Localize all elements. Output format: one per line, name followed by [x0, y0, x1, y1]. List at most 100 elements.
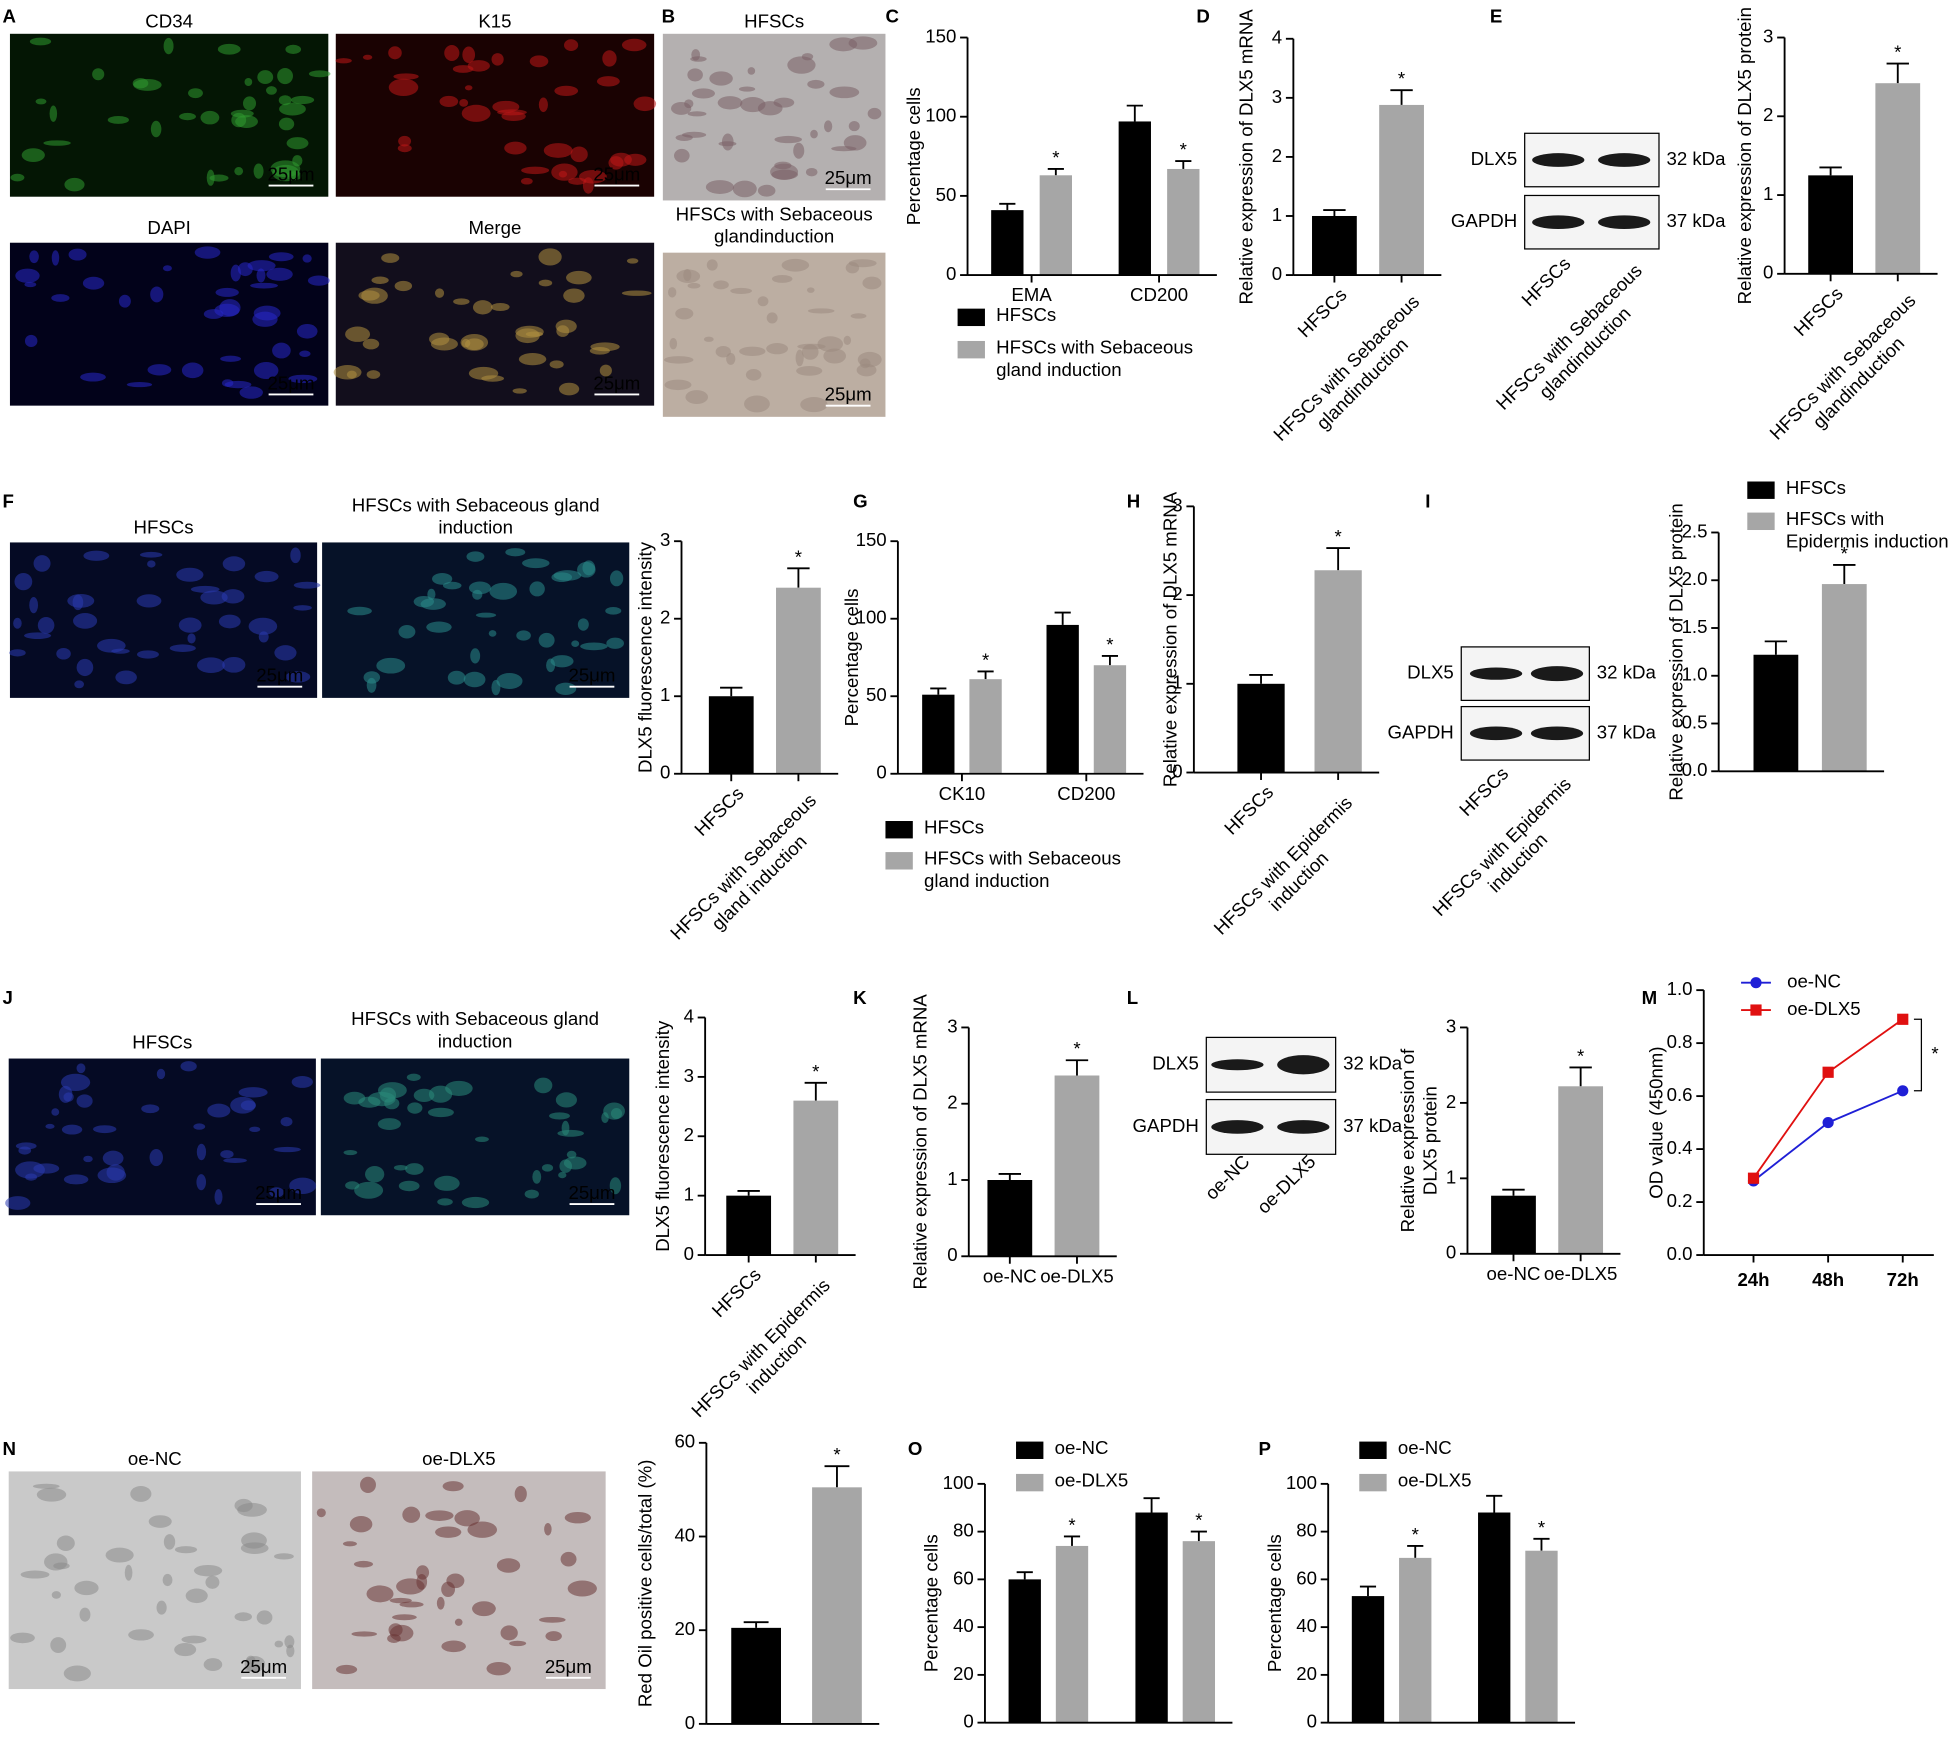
- cell: [398, 135, 412, 147]
- cell: [551, 163, 578, 181]
- y-tick-label: 1: [684, 1184, 694, 1205]
- cell: [538, 97, 548, 113]
- cell: [188, 88, 203, 99]
- cell: [193, 1564, 223, 1577]
- image-label: HFSCs: [133, 517, 193, 538]
- scale-label: 25μm: [255, 1182, 302, 1203]
- legend-label: HFSCs with Sebaceous gland induction: [996, 337, 1194, 381]
- cell: [459, 98, 469, 107]
- legend-label-box: oe-NC: [1055, 1438, 1109, 1459]
- y-tick-label: 3: [947, 1015, 957, 1036]
- cell: [496, 673, 523, 689]
- legend-label: oe-DLX5: [1054, 1470, 1129, 1492]
- cell: [203, 1658, 223, 1671]
- image-label: DAPI: [147, 217, 191, 238]
- cell: [243, 96, 257, 111]
- series-line: [1752, 1089, 1904, 1182]
- cell: [290, 547, 301, 564]
- x-tick-label-box: HFSCs with Epidermis induction: [688, 1275, 835, 1422]
- cell: [824, 120, 833, 133]
- legend-label-box: oe-NC: [1397, 1437, 1452, 1459]
- cell: [51, 1108, 60, 1116]
- cell: [273, 1146, 301, 1153]
- cell: [555, 1092, 577, 1108]
- legend-label-box: HFSCs: [996, 304, 1057, 327]
- cell: [220, 1150, 234, 1159]
- bar: [1054, 1075, 1100, 1257]
- cell: [504, 141, 527, 155]
- significance-mark: *: [1931, 1043, 1938, 1064]
- cell: [444, 45, 460, 61]
- cell: [366, 370, 381, 379]
- y-tick-label: 60: [953, 1567, 974, 1588]
- y-tick-label: 20: [1296, 1663, 1317, 1684]
- x-tick-label-group: HFSCs with Sebaceous glandinduction: [1766, 290, 1920, 444]
- y-axis-label: Relative expression of DLX5 mRNA: [1235, 9, 1256, 305]
- cell: [288, 374, 318, 384]
- cell: [807, 308, 835, 314]
- cell: [206, 169, 215, 186]
- bar: [1312, 215, 1357, 276]
- cell: [522, 558, 550, 569]
- cell: [181, 1635, 207, 1644]
- cell: [601, 1112, 609, 1124]
- cell: [392, 1614, 417, 1621]
- cell: [147, 364, 172, 376]
- cell: [454, 1510, 480, 1527]
- micrograph: [8, 1058, 316, 1216]
- cell: [56, 647, 71, 660]
- cell: [621, 290, 652, 296]
- cell: [532, 1170, 542, 1184]
- cell: [806, 287, 815, 293]
- blot-lane-label: HFSCs with Sebaceous glandinduction: [1492, 260, 1647, 415]
- cell: [705, 180, 734, 194]
- cell: [239, 386, 263, 399]
- x-tick-label: HFSCs: [1790, 283, 1847, 340]
- panel-letter: F: [2, 491, 13, 512]
- cell: [33, 555, 51, 572]
- legend-label: oe-NC: [1397, 1437, 1452, 1459]
- cell: [843, 335, 852, 346]
- cell: [567, 1580, 597, 1597]
- y-tick-label: 1: [1446, 1166, 1456, 1187]
- cell: [867, 107, 882, 120]
- y-tick-label: 40: [953, 1615, 974, 1636]
- bar: [726, 1195, 772, 1256]
- cell: [250, 282, 278, 289]
- y-tick-label: 80: [953, 1520, 974, 1541]
- legend-swatch: [957, 308, 985, 327]
- cell: [441, 1640, 466, 1653]
- y-tick-label: 0: [1446, 1242, 1456, 1263]
- cell: [215, 287, 239, 297]
- cell: [336, 1664, 358, 1675]
- y-tick-label: 3: [1446, 1015, 1456, 1036]
- cell: [671, 102, 692, 115]
- cell: [557, 1129, 584, 1137]
- cell: [333, 365, 362, 380]
- y-tick-label: 2: [947, 1092, 957, 1113]
- cell: [290, 95, 315, 105]
- legend-label: HFSCs with Sebaceous gland induction: [924, 848, 1122, 892]
- cell: [180, 1061, 197, 1072]
- y-tick-label: 100: [925, 105, 956, 126]
- bar: [1118, 121, 1151, 276]
- panel-letter: B: [662, 6, 675, 27]
- scale-label: 25μm: [267, 372, 314, 393]
- bar: [708, 696, 754, 774]
- cell: [349, 1516, 373, 1533]
- cell: [745, 368, 762, 381]
- cell: [293, 605, 312, 611]
- legend-label: HFSCs: [996, 304, 1057, 327]
- cell: [740, 96, 766, 113]
- cell: [278, 95, 292, 106]
- cell: [829, 86, 860, 99]
- cell: [491, 679, 501, 696]
- cell: [253, 361, 279, 380]
- cell: [582, 177, 594, 194]
- y-tick-label: 0.5: [1682, 711, 1708, 732]
- panel-letter: L: [1127, 987, 1138, 1008]
- cell: [230, 264, 241, 282]
- y-tick-label: 1: [1763, 183, 1773, 204]
- legend-label-box: HFSCs with Sebaceous gland induction: [924, 848, 1122, 892]
- cell: [407, 1102, 423, 1114]
